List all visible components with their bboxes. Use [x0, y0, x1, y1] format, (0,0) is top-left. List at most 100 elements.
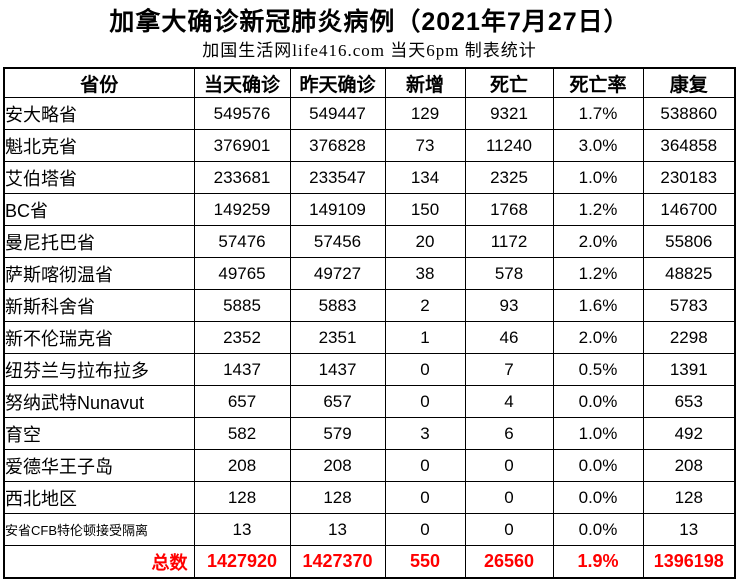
province-cell: 爱德华王子岛 — [3, 449, 195, 482]
value-cell: 146700 — [642, 193, 736, 226]
value-cell: 4 — [464, 385, 554, 418]
value-cell: 579 — [289, 417, 386, 450]
value-cell: 2351 — [289, 321, 386, 354]
value-cell: 149109 — [289, 193, 386, 226]
table-row: 萨斯喀彻温省 49765 49727 38 578 1.2% 48825 — [3, 257, 736, 290]
value-cell: 0.0% — [552, 513, 644, 546]
table-row: 曼尼托巴省 57476 57456 20 1172 2.0% 55806 — [3, 225, 736, 258]
value-cell: 128 — [642, 481, 736, 514]
province-cell: 新不伦瑞克省 — [3, 321, 195, 354]
value-cell: 1768 — [464, 193, 554, 226]
header-cell-new-cases: 新增 — [384, 67, 466, 98]
value-cell: 1437 — [193, 353, 291, 386]
value-cell: 6 — [464, 417, 554, 450]
covid-stats-table: 省份 当天确诊 昨天确诊 新增 死亡 死亡率 康复 安大略省 549576 5494… — [3, 67, 736, 579]
province-cell: 萨斯喀彻温省 — [3, 257, 195, 290]
total-value-cell: 1.9% — [552, 545, 644, 579]
value-cell: 73 — [384, 129, 466, 162]
value-cell: 3.0% — [552, 129, 644, 162]
value-cell: 57456 — [289, 225, 386, 258]
value-cell: 11240 — [464, 129, 554, 162]
header-row: 省份 当天确诊 昨天确诊 新增 死亡 死亡率 康复 — [3, 67, 736, 98]
value-cell: 653 — [642, 385, 736, 418]
value-cell: 2298 — [642, 321, 736, 354]
province-cell: 努纳武特Nunavut — [3, 385, 195, 418]
value-cell: 49765 — [193, 257, 291, 290]
province-cell: 新斯科舍省 — [3, 289, 195, 322]
province-cell: 安省CFB特伦顿接受隔离 — [3, 513, 195, 546]
province-cell: 艾伯塔省 — [3, 161, 195, 194]
value-cell: 93 — [464, 289, 554, 322]
value-cell: 0.0% — [552, 385, 644, 418]
table-row: 新斯科舍省 5885 5883 2 93 1.6% 5783 — [3, 289, 736, 322]
province-cell: 西北地区 — [3, 481, 195, 514]
table-row: 育空 582 579 3 6 1.0% 492 — [3, 417, 736, 450]
value-cell: 1437 — [289, 353, 386, 386]
value-cell: 492 — [642, 417, 736, 450]
header-cell-deaths: 死亡 — [464, 67, 554, 98]
value-cell: 13 — [193, 513, 291, 546]
province-cell: 魁北克省 — [3, 129, 195, 162]
province-cell: 纽芬兰与拉布拉多 — [3, 353, 195, 386]
table-row: 努纳武特Nunavut 657 657 0 4 0.0% 653 — [3, 385, 736, 418]
value-cell: 538860 — [642, 97, 736, 130]
value-cell: 5783 — [642, 289, 736, 322]
value-cell: 48825 — [642, 257, 736, 290]
value-cell: 3 — [384, 417, 466, 450]
value-cell: 2325 — [464, 161, 554, 194]
total-value-cell: 1427920 — [193, 545, 291, 579]
header-cell-today-confirmed: 当天确诊 — [193, 67, 291, 98]
value-cell: 128 — [193, 481, 291, 514]
value-cell: 38 — [384, 257, 466, 290]
value-cell: 233681 — [193, 161, 291, 194]
value-cell: 134 — [384, 161, 466, 194]
value-cell: 0.0% — [552, 481, 644, 514]
value-cell: 0 — [464, 449, 554, 482]
value-cell: 1391 — [642, 353, 736, 386]
total-value-cell: 1427370 — [289, 545, 386, 579]
value-cell: 1.2% — [552, 257, 644, 290]
page-title: 加拿大确诊新冠肺炎病例（2021年7月27日） — [109, 8, 630, 36]
value-cell: 5885 — [193, 289, 291, 322]
value-cell: 208 — [289, 449, 386, 482]
value-cell: 13 — [642, 513, 736, 546]
value-cell: 7 — [464, 353, 554, 386]
table-row: 安省CFB特伦顿接受隔离 13 13 0 0 0.0% 13 — [3, 513, 736, 546]
value-cell: 2 — [384, 289, 466, 322]
province-cell: 育空 — [3, 417, 195, 450]
table-row: 西北地区 128 128 0 0 0.0% 128 — [3, 481, 736, 514]
value-cell: 582 — [193, 417, 291, 450]
value-cell: 1.6% — [552, 289, 644, 322]
value-cell: 230183 — [642, 161, 736, 194]
total-label: 总数 — [3, 545, 195, 579]
value-cell: 49727 — [289, 257, 386, 290]
value-cell: 0 — [464, 513, 554, 546]
value-cell: 657 — [289, 385, 386, 418]
page-subtitle: 加国生活网life416.com 当天6pm 制表统计 — [202, 41, 537, 60]
header-cell-yesterday-confirmed: 昨天确诊 — [289, 67, 386, 98]
value-cell: 578 — [464, 257, 554, 290]
table-row: 爱德华王子岛 208 208 0 0 0.0% 208 — [3, 449, 736, 482]
province-cell: 安大略省 — [3, 97, 195, 130]
total-value-cell: 550 — [384, 545, 466, 579]
value-cell: 149259 — [193, 193, 291, 226]
value-cell: 208 — [193, 449, 291, 482]
value-cell: 1.7% — [552, 97, 644, 130]
value-cell: 0 — [464, 481, 554, 514]
value-cell: 129 — [384, 97, 466, 130]
value-cell: 0 — [384, 385, 466, 418]
table-row: BC省 149259 149109 150 1768 1.2% 146700 — [3, 193, 736, 226]
value-cell: 208 — [642, 449, 736, 482]
table-row: 安大略省 549576 549447 129 9321 1.7% 538860 — [3, 97, 736, 130]
value-cell: 0 — [384, 353, 466, 386]
header-cell-death-rate: 死亡率 — [552, 67, 644, 98]
province-cell: BC省 — [3, 193, 195, 226]
value-cell: 46 — [464, 321, 554, 354]
value-cell: 376901 — [193, 129, 291, 162]
value-cell: 1172 — [464, 225, 554, 258]
total-row: 总数 1427920 1427370 550 26560 1.9% 1396198 — [3, 545, 736, 579]
value-cell: 2352 — [193, 321, 291, 354]
value-cell: 364858 — [642, 129, 736, 162]
value-cell: 13 — [289, 513, 386, 546]
